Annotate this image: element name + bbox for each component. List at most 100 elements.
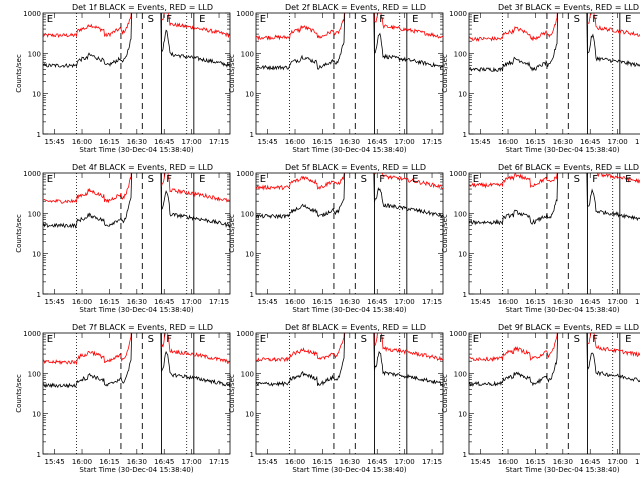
panel-7: Det 7f BLACK = Events, RED = LLD 1 10 100 10… xyxy=(15,323,231,474)
y-tick-label: 1 xyxy=(37,451,41,459)
y-tick-label: 10 xyxy=(32,91,41,99)
panel-1: Det 1f BLACK = Events, RED = LLD 1 10 100 10… xyxy=(15,3,231,154)
x-axis-label: Start Time (30-Dec-04 15:38:40) xyxy=(292,146,406,154)
panel-title: Det 9f BLACK = Events, RED = LLD xyxy=(498,323,639,332)
x-axis: 15:45 16:00 16:15 16:30 16:45 17:00 17:15 xyxy=(45,333,229,466)
x-tick-label: 16:30 xyxy=(127,298,147,306)
events-series-black xyxy=(256,333,443,388)
x-tick-label: 16:45 xyxy=(367,138,387,146)
panel-9: Det 9f BLACK = Events, RED = LLD 1 10 100 10… xyxy=(441,323,640,474)
y-tick-label: 1000 xyxy=(449,10,467,18)
x-tick-label: 16:45 xyxy=(367,298,387,306)
phase-letter: E xyxy=(625,14,631,25)
x-tick-label: 16:15 xyxy=(312,298,332,306)
x-tick-label: 17:00 xyxy=(608,298,628,306)
x-tick-label: 16:00 xyxy=(498,298,518,306)
x-tick-label: 17:00 xyxy=(395,138,415,146)
phase-letter: F xyxy=(379,14,385,25)
y-tick-label: 1000 xyxy=(236,330,254,338)
events-series-black xyxy=(256,173,443,220)
lld-series-red xyxy=(469,173,640,189)
phase-letter: E xyxy=(47,174,53,185)
phase-letter: E xyxy=(473,174,479,185)
x-tick-label: 17:15 xyxy=(635,458,640,466)
x-tick-label: 16:30 xyxy=(127,458,147,466)
x-tick-label: 16:15 xyxy=(525,138,545,146)
y-tick-label: 1 xyxy=(37,131,41,139)
y-tick-label: 1000 xyxy=(449,170,467,178)
x-tick-label: 17:15 xyxy=(422,138,442,146)
phase-letter: E xyxy=(412,14,418,25)
x-tick-label: 16:00 xyxy=(498,138,518,146)
x-tick-label: 16:45 xyxy=(367,458,387,466)
panel-3: Det 3f BLACK = Events, RED = LLD 1 10 100 10… xyxy=(441,3,640,154)
y-axis-label: Counts/sec xyxy=(15,54,23,93)
y-tick-label: 1 xyxy=(250,131,254,139)
x-axis: 15:45 16:00 16:15 16:30 16:45 17:00 17:15 xyxy=(45,13,229,146)
x-tick-label: 16:30 xyxy=(553,458,573,466)
x-tick-label: 17:00 xyxy=(182,298,202,306)
y-axis-label: Counts/sec xyxy=(228,374,236,413)
phase-letter: F xyxy=(166,174,172,185)
x-tick-label: 16:45 xyxy=(154,458,174,466)
x-axis-label: Start Time (30-Dec-04 15:38:40) xyxy=(292,306,406,314)
x-axis-label: Start Time (30-Dec-04 15:38:40) xyxy=(505,146,619,154)
phase-letter: E xyxy=(473,334,479,345)
x-tick-label: 16:45 xyxy=(580,138,600,146)
phase-letter: S xyxy=(574,14,580,25)
y-tick-label: 1000 xyxy=(23,10,41,18)
y-tick-label: 100 xyxy=(241,50,254,58)
x-tick-label: 17:15 xyxy=(209,458,229,466)
y-tick-label: 1 xyxy=(463,291,467,299)
x-axis: 15:45 16:00 16:15 16:30 16:45 17:00 17:15 xyxy=(258,173,442,306)
x-tick-label: 16:45 xyxy=(154,298,174,306)
x-tick-label: 16:00 xyxy=(285,298,305,306)
x-tick-label: 15:45 xyxy=(471,458,491,466)
y-tick-label: 1000 xyxy=(236,170,254,178)
events-series-black xyxy=(469,173,640,226)
lld-series-red xyxy=(469,333,640,362)
phase-letter: E xyxy=(47,14,53,25)
y-tick-label: 1000 xyxy=(23,170,41,178)
plot-area xyxy=(43,173,230,294)
x-tick-label: 15:45 xyxy=(471,298,491,306)
x-axis: 15:45 16:00 16:15 16:30 16:45 17:00 17:15 xyxy=(45,173,229,306)
x-axis-label: Start Time (30-Dec-04 15:38:40) xyxy=(505,306,619,314)
x-axis: 15:45 16:00 16:15 16:30 16:45 17:00 17:15 xyxy=(471,333,640,466)
plot-frame xyxy=(468,332,640,455)
plot-area xyxy=(256,333,443,454)
y-tick-label: 10 xyxy=(32,411,41,419)
lld-series-red xyxy=(43,173,230,204)
phase-letter: E xyxy=(199,174,205,185)
panel-title: Det 3f BLACK = Events, RED = LLD xyxy=(498,3,639,12)
y-tick-label: 1 xyxy=(463,451,467,459)
x-tick-label: 16:15 xyxy=(525,458,545,466)
phase-letter: E xyxy=(473,14,479,25)
x-tick-label: 15:45 xyxy=(45,298,65,306)
phase-letter: E xyxy=(199,334,205,345)
x-tick-label: 17:00 xyxy=(182,458,202,466)
x-tick-label: 16:15 xyxy=(525,298,545,306)
x-tick-label: 16:45 xyxy=(580,298,600,306)
plot-area xyxy=(469,13,640,134)
x-tick-label: 16:00 xyxy=(498,458,518,466)
phase-letter: F xyxy=(166,14,172,25)
plot-area xyxy=(256,13,443,134)
x-tick-label: 15:45 xyxy=(258,298,278,306)
phase-letter: S xyxy=(361,14,367,25)
panel-8: Det 8f BLACK = Events, RED = LLD 1 10 100 10… xyxy=(228,323,444,474)
phase-letter: S xyxy=(574,334,580,345)
y-axis-label: Counts/sec xyxy=(441,54,449,93)
x-tick-label: 16:00 xyxy=(72,458,92,466)
panel-5: Det 5f BLACK = Events, RED = LLD 1 10 100 10… xyxy=(228,163,444,314)
plot-frame xyxy=(468,12,640,135)
x-tick-label: 16:30 xyxy=(127,138,147,146)
plot-frame xyxy=(42,332,231,455)
phase-letter: F xyxy=(166,334,172,345)
panel-title: Det 2f BLACK = Events, RED = LLD xyxy=(285,3,426,12)
x-tick-label: 16:30 xyxy=(340,298,360,306)
phase-letter: E xyxy=(625,174,631,185)
panel-title: Det 4f BLACK = Events, RED = LLD xyxy=(72,163,213,172)
plot-frame xyxy=(255,332,444,455)
